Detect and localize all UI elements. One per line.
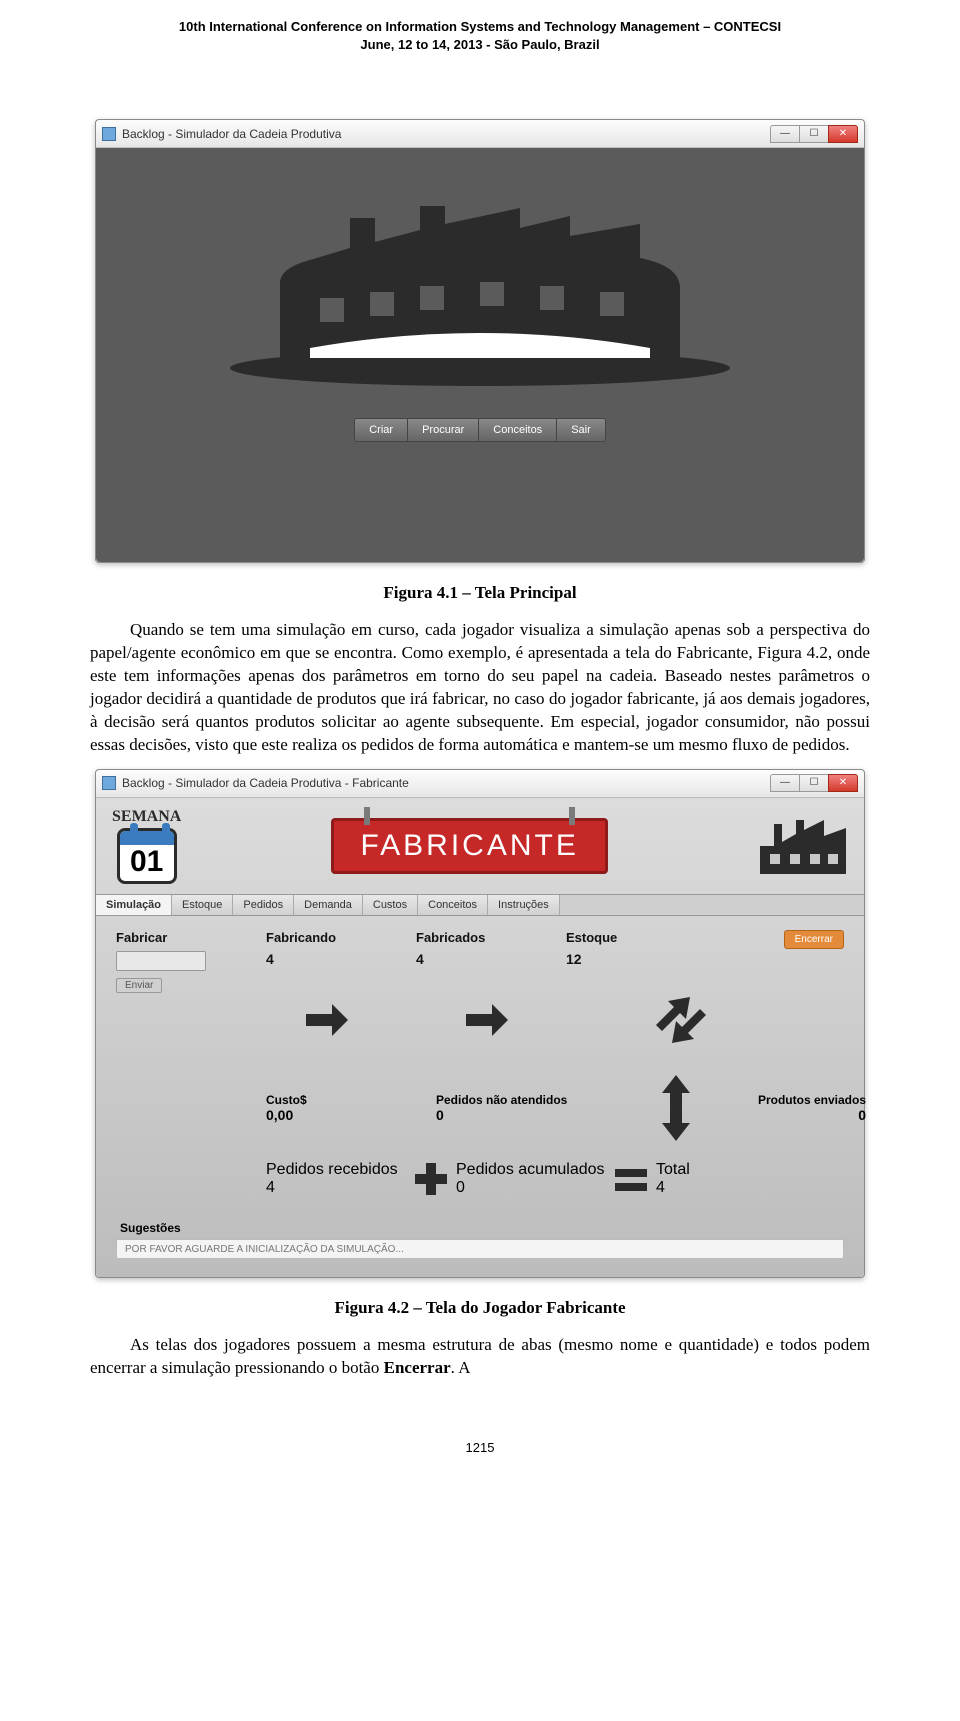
tab-demanda[interactable]: Demanda xyxy=(294,895,363,915)
fabricando-block: Fabricando 4 xyxy=(266,930,406,967)
screenshot-window-fabricante: Backlog - Simulador da Cadeia Produtiva … xyxy=(95,769,865,1278)
encerrar-wrap: Encerrar xyxy=(716,930,844,949)
criar-button[interactable]: Criar xyxy=(354,418,408,442)
window-controls: — ☐ ✕ xyxy=(771,774,858,792)
sair-button[interactable]: Sair xyxy=(556,418,606,442)
app-icon xyxy=(102,127,116,141)
para2-tail: . A xyxy=(451,1358,471,1377)
tab-custos[interactable]: Custos xyxy=(363,895,418,915)
fabricar-input[interactable] xyxy=(116,951,206,971)
tab-bar: Simulação Estoque Pedidos Demanda Custos… xyxy=(96,894,864,916)
factory-icon xyxy=(758,816,848,876)
minimize-button[interactable]: — xyxy=(770,774,800,792)
estoque-label: Estoque xyxy=(566,930,706,945)
header-strip: SEMANA 01 FABRICANTE xyxy=(96,798,864,894)
close-button[interactable]: ✕ xyxy=(828,774,858,792)
total-value: 4 xyxy=(656,1179,776,1197)
conference-header: 10th International Conference on Informa… xyxy=(0,0,960,59)
custo-value: 0,00 xyxy=(266,1107,436,1123)
tab-simulacao[interactable]: Simulação xyxy=(96,895,172,915)
fabricados-label: Fabricados xyxy=(416,930,556,945)
plus-icon xyxy=(406,1159,456,1199)
window-title: Backlog - Simulador da Cadeia Produtiva … xyxy=(122,776,771,790)
fabricando-value: 4 xyxy=(266,951,406,967)
maximize-button[interactable]: ☐ xyxy=(799,774,829,792)
fabricados-block: Fabricados 4 xyxy=(416,930,556,967)
minimize-button[interactable]: — xyxy=(770,125,800,143)
para2-text: As telas dos jogadores possuem a mesma e… xyxy=(90,1335,870,1377)
ped-nao-atend-value: 0 xyxy=(436,1107,596,1123)
tab-estoque[interactable]: Estoque xyxy=(172,895,233,915)
figure-caption-2: Figura 4.2 – Tela do Jogador Fabricante xyxy=(90,1298,870,1318)
figure-caption-1: Figura 4.1 – Tela Principal xyxy=(90,583,870,603)
calendar-icon: 01 xyxy=(117,828,177,884)
week-number: 01 xyxy=(130,845,163,879)
produtos-enviados-block: Produtos enviados 0 xyxy=(756,1087,866,1129)
window-title: Backlog - Simulador da Cadeia Produtiva xyxy=(122,127,771,141)
custo-label: Custo$ xyxy=(266,1093,436,1107)
close-button[interactable]: ✕ xyxy=(828,125,858,143)
arrow-right-2 xyxy=(426,996,546,1044)
enviar-button[interactable]: Enviar xyxy=(116,978,162,993)
fabricando-label: Fabricando xyxy=(266,930,406,945)
double-arrow-vertical xyxy=(596,1073,756,1143)
ped-acum-label: Pedidos acumulados xyxy=(456,1161,606,1179)
window-titlebar: Backlog - Simulador da Cadeia Produtiva … xyxy=(96,120,864,148)
para2-bold: Encerrar xyxy=(384,1358,451,1377)
total-label: Total xyxy=(656,1161,776,1179)
semana-label: SEMANA xyxy=(112,808,181,826)
pedidos-nao-atendidos-block: Pedidos não atendidos 0 xyxy=(436,1087,596,1129)
procurar-button[interactable]: Procurar xyxy=(407,418,479,442)
conceitos-button[interactable]: Conceitos xyxy=(478,418,557,442)
header-line1: 10th International Conference on Informa… xyxy=(60,18,900,36)
sugestoes-box: POR FAVOR AGUARDE A INICIALIZAÇÃO DA SIM… xyxy=(116,1239,844,1259)
custo-block: Custo$ 0,00 xyxy=(266,1087,436,1129)
double-arrow-diag xyxy=(606,985,756,1055)
ped-acum-value: 0 xyxy=(456,1179,606,1197)
page-number: 1215 xyxy=(90,1440,870,1455)
fabricar-label: Fabricar xyxy=(116,930,256,945)
simulation-panel: Fabricar Enviar Fabricando 4 Fabricados … xyxy=(96,916,864,1277)
estoque-block: Estoque 12 xyxy=(566,930,706,967)
equals-icon xyxy=(606,1159,656,1199)
role-banner: FABRICANTE xyxy=(201,818,738,874)
tab-pedidos[interactable]: Pedidos xyxy=(233,895,294,915)
window-controls: — ☐ ✕ xyxy=(771,125,858,143)
paragraph-1: Quando se tem uma simulação em curso, ca… xyxy=(90,619,870,757)
sugestoes-label: Sugestões xyxy=(120,1221,844,1235)
arrow-right-1 xyxy=(266,996,386,1044)
pedidos-recebidos-block: Pedidos recebidos 4 xyxy=(266,1155,406,1203)
factory-logo-icon xyxy=(220,188,740,388)
paragraph-2: As telas dos jogadores possuem a mesma e… xyxy=(90,1334,870,1380)
header-line2: June, 12 to 14, 2013 - São Paulo, Brazil xyxy=(60,36,900,54)
role-sign: FABRICANTE xyxy=(331,818,607,874)
app-icon xyxy=(102,776,116,790)
week-block: SEMANA 01 xyxy=(112,808,181,884)
screenshot-window-main: Backlog - Simulador da Cadeia Produtiva … xyxy=(95,119,865,563)
encerrar-button[interactable]: Encerrar xyxy=(784,930,844,949)
estoque-value: 12 xyxy=(566,951,706,967)
main-menu: Criar Procurar Conceitos Sair xyxy=(116,418,844,442)
ped-receb-label: Pedidos recebidos xyxy=(266,1161,406,1179)
fabricar-block: Fabricar Enviar xyxy=(116,930,256,993)
tab-conceitos[interactable]: Conceitos xyxy=(418,895,488,915)
ped-nao-atend-label: Pedidos não atendidos xyxy=(436,1093,596,1107)
prod-env-label: Produtos enviados xyxy=(756,1093,866,1107)
tab-instrucoes[interactable]: Instruções xyxy=(488,895,560,915)
pedidos-acumulados-block: Pedidos acumulados 0 xyxy=(456,1155,606,1203)
maximize-button[interactable]: ☐ xyxy=(799,125,829,143)
ped-receb-value: 4 xyxy=(266,1179,406,1197)
fabricados-value: 4 xyxy=(416,951,556,967)
window-body: SEMANA 01 FABRICANTE Simulação xyxy=(96,798,864,1277)
prod-env-value: 0 xyxy=(756,1107,866,1123)
total-block: Total 4 xyxy=(656,1155,776,1203)
window-titlebar: Backlog - Simulador da Cadeia Produtiva … xyxy=(96,770,864,798)
window-body: Criar Procurar Conceitos Sair xyxy=(96,148,864,562)
page-content: Backlog - Simulador da Cadeia Produtiva … xyxy=(0,59,960,1495)
